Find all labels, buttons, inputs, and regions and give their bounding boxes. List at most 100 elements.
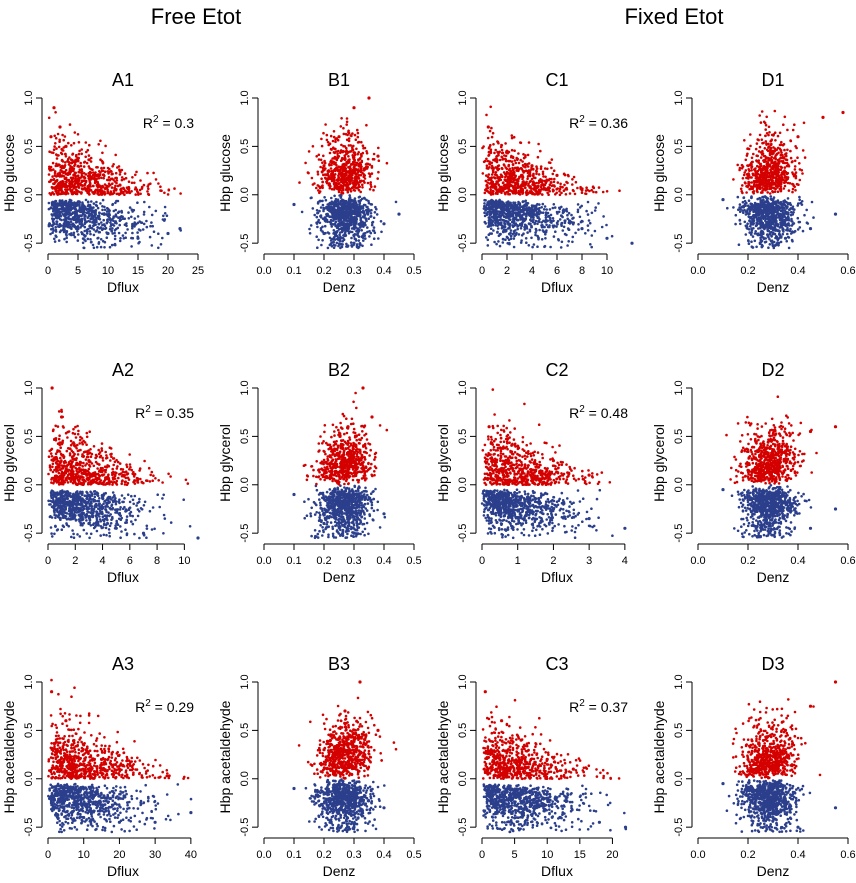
point-negative <box>165 214 169 217</box>
point-negative <box>132 208 136 212</box>
point-negative <box>590 211 594 215</box>
point-positive <box>112 178 115 181</box>
point-positive <box>307 150 311 153</box>
point-negative <box>59 214 63 218</box>
point-negative <box>353 216 357 220</box>
point-negative <box>528 229 532 233</box>
y-tick-label: 1.0 <box>457 90 469 105</box>
point-negative <box>88 230 92 233</box>
point-positive <box>100 169 104 173</box>
point-negative <box>357 246 360 250</box>
series-point-negative <box>136 236 140 240</box>
point-negative <box>764 240 768 244</box>
point-positive <box>349 167 352 170</box>
point-negative <box>329 239 333 242</box>
point-positive <box>494 171 498 174</box>
point-positive <box>584 189 588 192</box>
point-negative <box>565 210 569 213</box>
point-positive <box>490 161 494 165</box>
point-positive <box>506 190 510 193</box>
point-negative <box>365 219 368 223</box>
point-negative <box>506 210 510 214</box>
series-point-negative <box>166 231 170 236</box>
point-negative <box>113 237 117 241</box>
point-positive <box>344 167 348 170</box>
point-negative <box>524 237 528 240</box>
point-positive <box>76 174 80 177</box>
point-positive <box>532 167 535 171</box>
point-negative <box>315 209 319 212</box>
point-negative <box>89 232 92 236</box>
point-positive <box>135 188 139 191</box>
x-tick-label: 25 <box>192 265 204 277</box>
point-positive <box>355 147 358 151</box>
point-negative <box>502 204 506 207</box>
point-negative <box>552 219 555 223</box>
point-positive <box>89 171 93 174</box>
point-positive <box>49 193 53 196</box>
point-negative <box>379 220 383 223</box>
point-positive <box>342 126 345 130</box>
point-negative <box>567 228 571 231</box>
series-point-negative <box>397 212 401 216</box>
point-positive <box>496 188 500 191</box>
point-positive <box>491 190 495 193</box>
point-negative <box>506 236 510 240</box>
point-negative <box>127 211 130 214</box>
point-negative <box>486 225 490 228</box>
point-positive <box>362 179 366 183</box>
point-negative <box>536 222 539 226</box>
point-positive <box>68 183 72 186</box>
point-negative <box>511 217 515 221</box>
point-positive <box>78 176 81 180</box>
point-negative <box>540 206 543 209</box>
point-positive <box>571 178 574 181</box>
point-negative <box>508 202 512 205</box>
point-positive <box>127 180 131 183</box>
point-positive <box>780 153 784 157</box>
point-positive <box>317 153 321 157</box>
point-positive <box>71 191 74 194</box>
point-positive <box>331 139 335 143</box>
point-negative <box>148 235 152 239</box>
point-positive <box>325 138 329 142</box>
point-negative <box>521 200 525 204</box>
point-negative <box>509 234 513 238</box>
point-negative <box>63 214 67 218</box>
point-negative <box>489 227 493 230</box>
point-positive <box>552 180 556 184</box>
point-negative <box>572 221 575 224</box>
point-positive <box>339 151 342 155</box>
point-positive <box>793 123 796 126</box>
point-negative <box>505 204 509 207</box>
point-positive <box>336 167 339 170</box>
point-positive <box>365 123 368 127</box>
point-negative <box>64 232 68 236</box>
point-positive <box>764 128 767 131</box>
point-positive <box>49 180 52 183</box>
point-negative <box>53 212 56 215</box>
point-positive <box>793 159 797 163</box>
point-negative <box>511 207 515 211</box>
point-positive <box>528 190 532 193</box>
point-negative <box>308 232 312 235</box>
point-negative <box>534 219 538 223</box>
point-positive <box>127 186 131 189</box>
point-negative <box>571 235 575 239</box>
point-negative <box>137 228 141 231</box>
point-positive <box>491 180 495 184</box>
point-positive <box>328 163 331 167</box>
point-negative <box>355 207 359 210</box>
point-positive <box>535 191 539 195</box>
point-negative <box>71 212 74 216</box>
point-negative <box>51 218 55 221</box>
point-negative <box>746 208 749 211</box>
point-positive <box>558 193 562 197</box>
point-positive <box>321 185 324 189</box>
point-negative <box>79 214 83 217</box>
point-positive <box>134 193 137 196</box>
point-positive <box>565 186 568 190</box>
point-positive <box>77 141 81 144</box>
point-negative <box>151 224 154 228</box>
